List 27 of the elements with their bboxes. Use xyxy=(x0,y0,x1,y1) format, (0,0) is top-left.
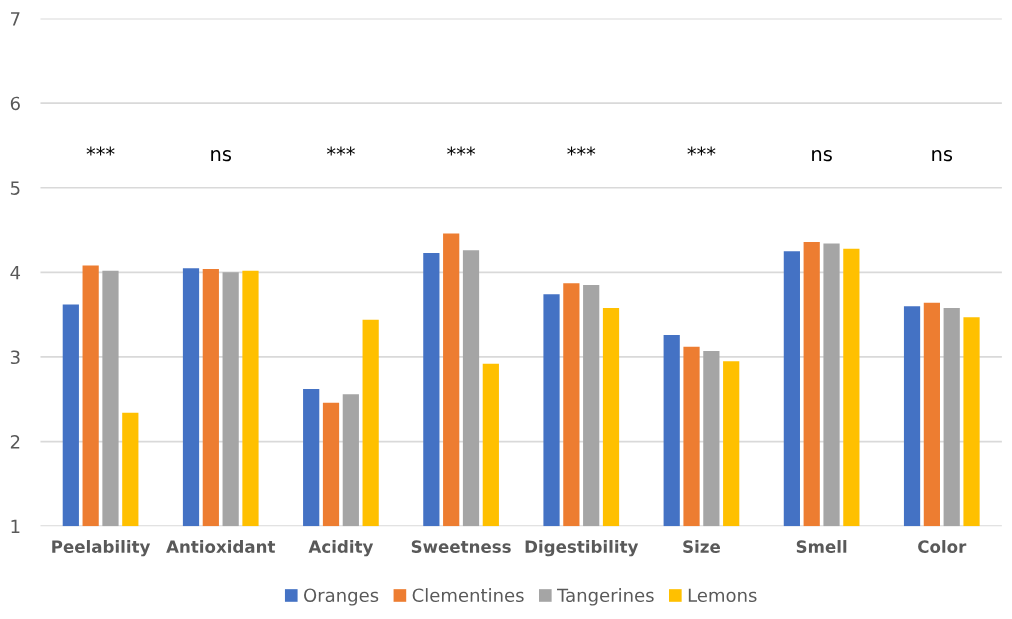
annotation: ns xyxy=(932,150,953,162)
x-tick-label: Peelability xyxy=(52,540,151,557)
x-tick-label: Sweetness xyxy=(411,540,511,553)
x-tick-label: Color xyxy=(918,540,967,553)
y-tick-label: 7 xyxy=(11,12,20,26)
annotation: *** xyxy=(447,146,476,156)
y-tick-label: 3 xyxy=(10,350,20,365)
annotation: ns xyxy=(211,150,232,162)
legend-label: Oranges xyxy=(304,588,379,606)
x-tick-label: Acidity xyxy=(308,540,374,557)
y-tick-label: 6 xyxy=(10,96,20,111)
annotation: *** xyxy=(86,146,115,156)
annotation: *** xyxy=(326,146,355,156)
x-tick-label: Antioxidant xyxy=(166,540,276,553)
annotation: *** xyxy=(567,146,596,156)
x-tick-label: Digestibility xyxy=(525,540,639,557)
annotation: *** xyxy=(687,146,716,156)
x-tick-label: Size xyxy=(683,540,720,553)
y-tick-label: 4 xyxy=(10,266,21,280)
legend-label: Tangerines xyxy=(557,588,654,606)
y-tick-label: 2 xyxy=(10,435,20,449)
y-tick-label: 5 xyxy=(10,181,20,195)
legend-label: Clementines xyxy=(412,588,524,603)
annotation: ns xyxy=(812,150,832,162)
x-tick-label: Smell xyxy=(796,540,847,553)
legend-label: Lemons xyxy=(688,588,757,603)
y-tick-label: 1 xyxy=(11,519,20,534)
